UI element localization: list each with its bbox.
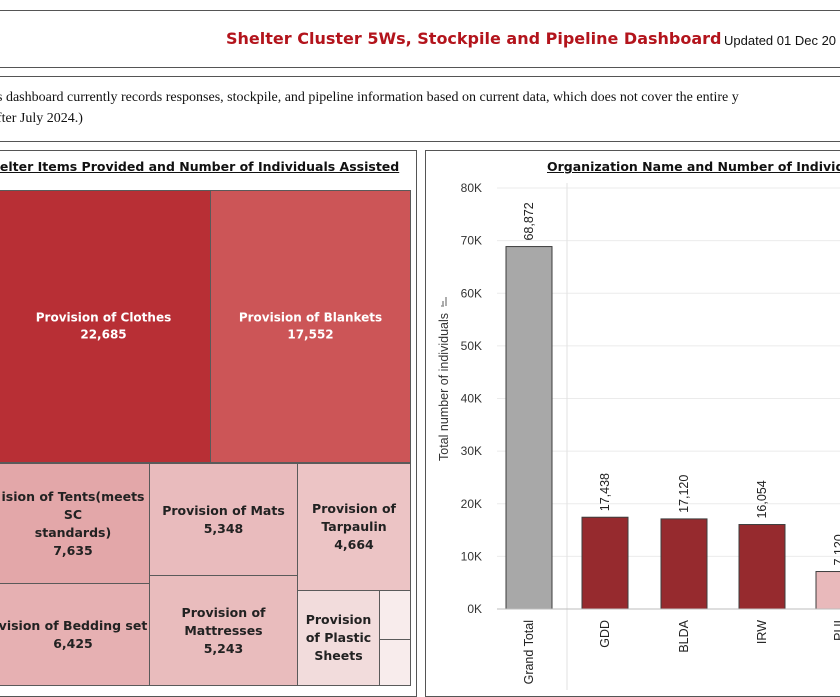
bar bbox=[581, 516, 629, 610]
treemap-tile-label: Provision of Mattresses 5,243 bbox=[150, 603, 297, 657]
treemap-tile-value: 5,243 bbox=[203, 640, 244, 656]
x-category-label: BLDA bbox=[677, 619, 691, 652]
y-tick-label: 70K bbox=[461, 234, 482, 248]
treemap-tile-name: Mattresses bbox=[184, 622, 263, 638]
y-tick-label: 30K bbox=[461, 444, 482, 458]
bar-value-label: 7,120 bbox=[832, 534, 840, 565]
treemap-tile-label: Provision of Plastic Sheets bbox=[298, 611, 379, 665]
treemap-tile-label: ision of Tents(meets SC standards) 7,635 bbox=[0, 487, 149, 560]
dashboard-title: Shelter Cluster 5Ws, Stockpile and Pipel… bbox=[226, 29, 722, 48]
treemap-tile: Provision of Blankets 17,552 bbox=[210, 190, 411, 463]
treemap-tile: vision of Bedding set 6,425 bbox=[0, 583, 150, 686]
treemap-tile-label: Provision of Tarpaulin 4,664 bbox=[298, 500, 410, 554]
y-tick-label: 60K bbox=[461, 286, 482, 300]
treemap-tile-value: 17,552 bbox=[287, 327, 334, 342]
y-tick-label: 50K bbox=[461, 339, 482, 353]
bar bbox=[738, 524, 786, 610]
sort-icon bbox=[441, 297, 447, 307]
y-tick-label: 80K bbox=[461, 181, 482, 195]
treemap-tile-name: Provision of bbox=[312, 500, 396, 516]
bar bbox=[505, 246, 553, 610]
treemap-tile-name: vision of Bedding set bbox=[0, 617, 148, 633]
bar-value-label: 17,120 bbox=[677, 475, 691, 513]
bar-value-label: 16,054 bbox=[755, 480, 769, 518]
treemap-tile-label: Provision of Clothes 22,685 bbox=[0, 309, 210, 344]
updated-date: Updated 01 Dec 20 bbox=[724, 33, 837, 48]
treemap-tile: Provision of Mats 5,348 bbox=[149, 463, 298, 576]
treemap-tile-name: Provision bbox=[305, 611, 372, 627]
treemap-tile: Provision of Plastic Sheets bbox=[297, 590, 380, 686]
treemap-tile-name: ision of Tents(meets SC bbox=[1, 488, 145, 522]
treemap-title: helter Items Provided and Number of Indi… bbox=[0, 159, 400, 174]
treemap-tile: Provision of Tarpaulin 4,664 bbox=[297, 463, 411, 591]
header-panel bbox=[0, 10, 840, 68]
treemap-tile bbox=[379, 639, 411, 686]
treemap-tile-value: 7,635 bbox=[53, 542, 93, 558]
x-category-label: IRW bbox=[755, 620, 769, 644]
treemap-tile-name: Tarpaulin bbox=[321, 518, 387, 534]
y-tick-label: 0K bbox=[467, 602, 482, 616]
treemap-tile-name: Provision of Mats bbox=[162, 502, 285, 518]
bar-value-label: 68,872 bbox=[522, 202, 536, 240]
treemap-tile-label: vision of Bedding set 6,425 bbox=[0, 616, 149, 652]
y-tick-label: 40K bbox=[461, 392, 482, 406]
treemap-tile-name: of Plastic bbox=[305, 629, 372, 645]
treemap-tile-name: Sheets bbox=[314, 648, 363, 664]
treemap-tile-label: Provision of Blankets 17,552 bbox=[211, 309, 410, 344]
treemap-tile-name: Provision of bbox=[181, 604, 266, 620]
treemap-tile-label: Provision of Mats 5,348 bbox=[150, 501, 297, 537]
y-axis-label: Total number of individuals bbox=[437, 313, 451, 461]
treemap-tile-value: 4,664 bbox=[334, 537, 374, 553]
treemap-tile-value: 5,348 bbox=[203, 520, 244, 536]
note-line-1: s dashboard currently records responses,… bbox=[0, 90, 739, 105]
bar bbox=[815, 571, 840, 610]
note-panel bbox=[0, 76, 840, 142]
bar bbox=[660, 518, 708, 610]
treemap-tile: Provision of Mattresses 5,243 bbox=[149, 575, 298, 686]
treemap-tile-value: 22,685 bbox=[80, 327, 127, 342]
bar-value-label: 17,438 bbox=[598, 473, 612, 511]
x-category-label: Grand Total bbox=[522, 620, 536, 684]
y-tick-label: 20K bbox=[461, 497, 482, 511]
treemap-tile: ision of Tents(meets SC standards) 7,635 bbox=[0, 463, 150, 584]
x-category-label: PUI bbox=[832, 620, 840, 641]
treemap-tile-name: Provision of Clothes bbox=[35, 310, 172, 325]
x-category-label: GDD bbox=[598, 620, 612, 648]
bar-chart-title: Organization Name and Number of Individu… bbox=[547, 159, 840, 174]
note-line-2: fter July 2024.) bbox=[0, 111, 83, 126]
treemap-tile-value: 6,425 bbox=[53, 635, 93, 651]
treemap-tile-name: standards) bbox=[34, 524, 112, 540]
treemap-tile-name: Provision of Blankets bbox=[238, 310, 383, 325]
y-tick-label: 10K bbox=[461, 549, 482, 563]
treemap-tile bbox=[379, 590, 411, 640]
